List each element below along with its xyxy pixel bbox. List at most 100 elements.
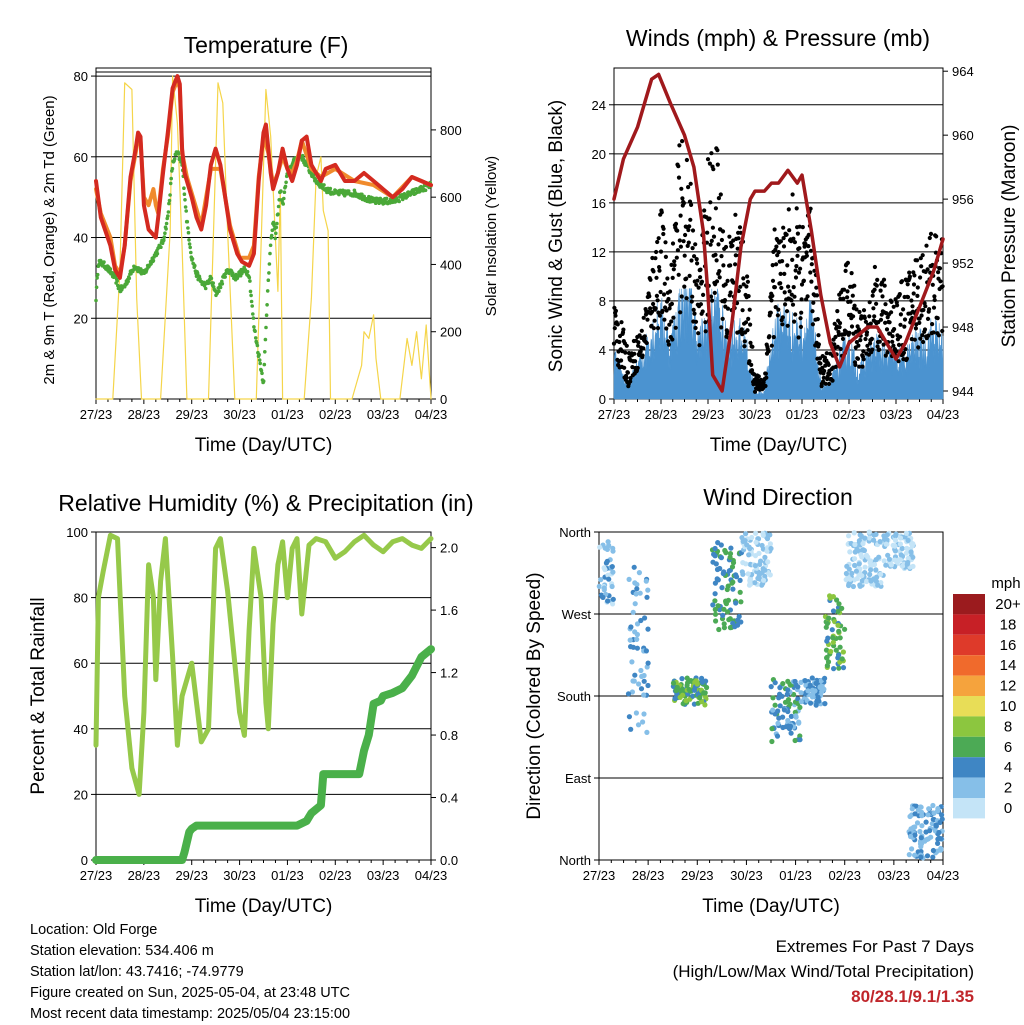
dewpoint-series	[94, 150, 433, 385]
gust-point	[860, 364, 865, 369]
gust-point	[894, 349, 899, 354]
dewpoint-point	[207, 281, 211, 285]
direction-point	[892, 537, 899, 543]
direction-point	[610, 596, 616, 602]
gust-point	[904, 356, 910, 361]
gust-point	[931, 330, 936, 335]
direction-point	[710, 559, 716, 565]
gust-point	[771, 335, 776, 340]
dewpoint-point	[282, 196, 286, 201]
gust-point	[703, 329, 708, 334]
x-tick-label: 30/23	[223, 868, 256, 883]
x-axis-label: Time (Day/UTC)	[195, 435, 333, 456]
gust-point	[733, 212, 738, 217]
gust-point	[915, 285, 920, 290]
gust-point	[680, 139, 685, 144]
direction-point	[762, 554, 768, 561]
gust-point	[696, 331, 701, 336]
gust-point	[778, 239, 784, 244]
x-tick-label: 04/23	[415, 868, 448, 883]
direction-point	[604, 558, 610, 565]
gust-point	[692, 311, 697, 316]
dewpoint-point	[220, 282, 225, 286]
gust-point	[801, 278, 807, 283]
gust-point	[780, 315, 785, 320]
gust-point	[921, 307, 926, 313]
gust-point	[696, 285, 701, 290]
gust-point	[796, 270, 802, 275]
direction-point	[637, 590, 643, 596]
gust-point	[742, 344, 747, 349]
gust-point	[852, 303, 857, 308]
x-tick-label: 02/23	[319, 407, 352, 422]
y-tick-label: South	[557, 689, 591, 704]
direction-point	[723, 601, 730, 607]
plot-frame	[95, 67, 432, 400]
gust-point	[835, 309, 840, 314]
gust-point	[717, 275, 722, 280]
direction-point	[853, 568, 860, 574]
gust-point	[793, 275, 799, 280]
gust-point	[617, 339, 622, 345]
y-tick-label: 12	[592, 245, 606, 260]
direction-point	[873, 531, 879, 538]
gust-point	[740, 308, 745, 313]
gust-point	[780, 322, 785, 327]
direction-point	[757, 561, 763, 568]
y-tick-label: 24	[592, 98, 606, 113]
direction-point	[610, 569, 616, 575]
direction-point	[836, 652, 842, 658]
direction-point	[897, 535, 904, 541]
gust-point	[891, 304, 896, 309]
direction-point	[677, 694, 683, 701]
legend-swatch	[953, 716, 985, 737]
direction-point	[836, 628, 842, 635]
gust-point	[650, 255, 655, 261]
direction-point	[823, 647, 830, 653]
dewpoint-point	[94, 285, 99, 290]
gust-point	[688, 217, 693, 222]
gust-point	[671, 267, 676, 272]
gust-point	[897, 292, 902, 297]
direction-point	[860, 541, 866, 547]
dewpoint-point	[268, 251, 272, 256]
direction-point	[642, 615, 648, 621]
direction-point	[635, 722, 642, 728]
direction-point	[933, 822, 939, 828]
gust-point	[709, 151, 714, 156]
y-axis-label: 2m & 9m T (Red, Orange) & 2m Td (Green)	[41, 95, 58, 384]
direction-point	[610, 545, 616, 551]
direction-point	[745, 571, 751, 577]
gust-point	[907, 270, 912, 275]
direction-point	[923, 819, 929, 825]
legend-swatch	[953, 798, 985, 819]
dewpoint-point	[182, 192, 187, 196]
gust-point	[882, 283, 887, 288]
gust-point	[767, 334, 772, 339]
y-axis-label: Direction (Colored By Speed)	[524, 572, 545, 819]
direction-point	[785, 678, 791, 685]
dewpoint-point	[188, 245, 192, 250]
dewpoint-point	[257, 358, 262, 362]
direction-point	[909, 806, 915, 812]
y2-tick-label: 600	[440, 190, 462, 205]
direction-point	[633, 591, 639, 597]
gust-point	[932, 294, 937, 299]
gust-point	[714, 258, 719, 263]
x-tick-label: 01/23	[271, 868, 304, 883]
gust-point	[728, 263, 733, 268]
gust-point	[697, 343, 702, 348]
gust-point	[820, 365, 825, 370]
direction-point	[710, 602, 716, 608]
gust-point	[854, 340, 860, 345]
direction-point	[919, 809, 925, 816]
y-tick-label: 60	[74, 150, 88, 165]
gust-point	[898, 312, 904, 317]
gust-point	[794, 206, 799, 211]
direction-point	[609, 564, 615, 570]
gust-point	[789, 298, 794, 303]
gust-point	[925, 267, 930, 272]
gust-point	[657, 313, 663, 318]
x-tick-label: 03/23	[880, 407, 913, 422]
direction-point	[846, 533, 852, 539]
